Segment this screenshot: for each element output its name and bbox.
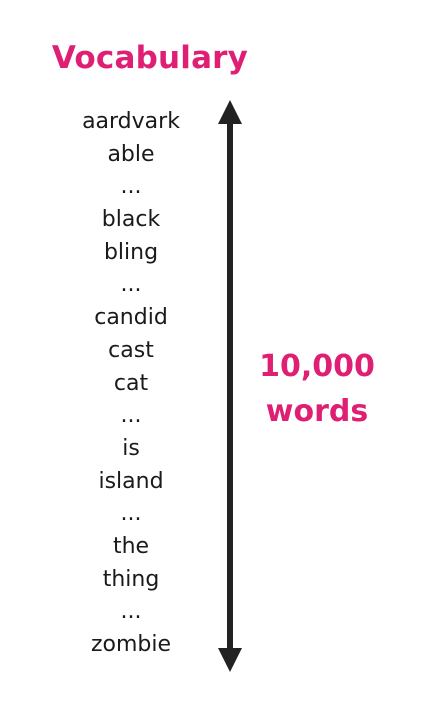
word-item: able	[107, 141, 155, 167]
arrow-head-top	[218, 100, 242, 124]
word-item: thing	[102, 566, 160, 592]
vocabulary-title: Vocabulary	[51, 40, 249, 76]
word-item: is	[122, 435, 140, 461]
word-item: aardvark	[82, 109, 180, 134]
ellipsis-item: ...	[120, 403, 142, 429]
word-item: island	[98, 468, 164, 494]
arrow-head-bottom	[218, 648, 242, 672]
ellipsis-item: ...	[120, 501, 142, 527]
word-item: the	[112, 533, 150, 559]
double-arrow-icon	[218, 100, 242, 672]
ellipsis-item: ...	[120, 599, 142, 625]
word-item: cat	[113, 370, 149, 396]
word-count-unit: words	[265, 394, 369, 429]
word-item: black	[101, 207, 161, 233]
arrow-shaft	[227, 120, 233, 652]
word-count-label: 10,000 words	[252, 344, 382, 434]
word-item: candid	[94, 305, 168, 331]
ellipsis-item: ...	[120, 174, 142, 200]
word-list: aardvark able... black bling... candid cast ca…	[61, 106, 201, 662]
word-count-number: 10,000	[259, 349, 375, 384]
word-item: zombie	[90, 632, 172, 657]
ellipsis-item: ...	[120, 272, 142, 298]
word-item: cast	[108, 337, 154, 363]
word-item: bling	[103, 239, 159, 265]
